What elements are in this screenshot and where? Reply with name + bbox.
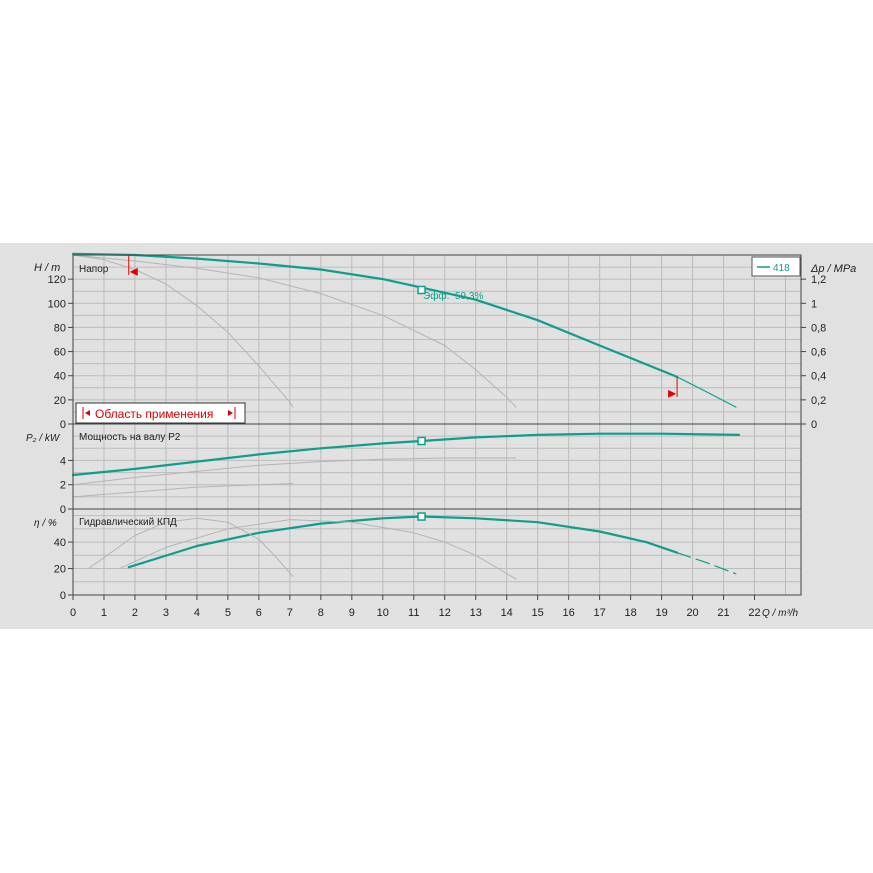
application-range-label: Область применения — [95, 407, 213, 421]
series-line-secondary — [72, 254, 294, 408]
x-tick-label: 5 — [225, 607, 231, 619]
y-tick-label: 4 — [60, 455, 66, 467]
series-line-secondary — [72, 254, 517, 408]
y-tick-label: 100 — [48, 298, 66, 310]
y2-tick-label: 0,2 — [811, 395, 826, 407]
y2-tick-label: 0,6 — [811, 347, 826, 359]
x-tick-label: 15 — [532, 607, 544, 619]
x-tick-label: 2 — [132, 607, 138, 619]
operating-point-marker — [417, 436, 426, 446]
x-tick-label: 12 — [439, 607, 451, 619]
application-range-frame — [75, 402, 246, 424]
x-tick-label: 22 — [748, 607, 760, 619]
x-tick-label: 9 — [349, 607, 355, 619]
y-tick-label: 2 — [60, 480, 66, 492]
x-tick-label: 11 — [408, 607, 419, 619]
application-range-box: Область применения — [75, 402, 246, 424]
y-tick-label: 80 — [54, 322, 66, 334]
x-tick-label: 21 — [717, 607, 729, 619]
range-limit-left-arrow-icon — [129, 267, 138, 276]
x-tick-label: 7 — [287, 607, 293, 619]
power-axis-left-label: P₂ / kW — [26, 433, 61, 444]
series-line-418-extension — [676, 552, 737, 575]
marker-layer — [128, 254, 678, 521]
operating-point-marker — [417, 285, 426, 295]
power-panel-title: Мощность на валу P2 — [79, 432, 181, 443]
x-tick-label: 13 — [470, 607, 482, 619]
y-tick-label: 0 — [60, 504, 66, 516]
series-line-418-extension — [676, 376, 737, 408]
x-tick-label: 19 — [655, 607, 667, 619]
x-tick-label: 3 — [163, 607, 169, 619]
series-line-secondary — [119, 519, 517, 580]
x-tick-label: 10 — [377, 607, 389, 619]
y2-tick-label: 0,4 — [811, 371, 826, 383]
x-tick-label: 20 — [686, 607, 698, 619]
y-tick-label: 0 — [60, 590, 66, 602]
x-tick-label: 17 — [594, 607, 606, 619]
x-tick-label: 0 — [70, 607, 76, 619]
series-line-secondary — [88, 517, 294, 577]
series-line-secondary — [72, 457, 517, 486]
operating-point-marker — [417, 512, 426, 521]
legend-label-418: 418 — [773, 263, 790, 274]
y2-tick-label: 0,8 — [811, 322, 826, 334]
efficiency-axis-left-label: η / % — [34, 518, 57, 529]
panel-frame — [72, 508, 802, 596]
x-tick-label: 8 — [318, 607, 324, 619]
y-tick-label: 40 — [54, 537, 66, 549]
y2-tick-label: 0 — [811, 419, 817, 431]
y-tick-label: 20 — [54, 564, 66, 576]
head-axis-left-label: H / m — [34, 262, 60, 274]
x-tick-label: 18 — [624, 607, 636, 619]
y2-tick-label: 1 — [811, 298, 817, 310]
legend: 418 — [751, 256, 801, 277]
range-right-arrow-icon — [228, 410, 233, 416]
legend-box — [751, 256, 801, 277]
range-left-arrow-icon — [85, 410, 90, 416]
range-limit-right-arrow-icon — [668, 389, 677, 398]
head-panel-title: Напор — [79, 264, 109, 275]
series-line-418 — [71, 252, 679, 378]
efficiency-point-label: Эфф. 59,3% — [423, 290, 483, 302]
y-tick-label: 0 — [60, 419, 66, 431]
y-tick-label: 60 — [54, 347, 66, 359]
head-axis-right-label: Δp / MPa — [810, 263, 856, 275]
label-layer: H / m Напор Δp / MPa P₂ / kW Мощность на… — [26, 262, 856, 619]
x-tick-label: 6 — [256, 607, 262, 619]
y-tick-label: 120 — [48, 274, 66, 286]
x-tick-label: 4 — [194, 607, 200, 619]
series-line-418 — [71, 432, 741, 477]
x-axis-label: Q / m³/h — [762, 608, 799, 619]
efficiency-panel-title: Гидравлический КПД — [79, 517, 177, 528]
series-line-secondary — [72, 483, 294, 498]
y2-tick-label: 1,2 — [811, 274, 826, 286]
x-tick-label: 14 — [501, 607, 513, 619]
axis-layer: 0204060801001200240204000,20,40,60,811,2… — [48, 254, 826, 619]
y-tick-label: 40 — [54, 371, 66, 383]
x-tick-label: 1 — [101, 607, 107, 619]
x-tick-label: 16 — [563, 607, 575, 619]
y-tick-label: 20 — [54, 395, 66, 407]
